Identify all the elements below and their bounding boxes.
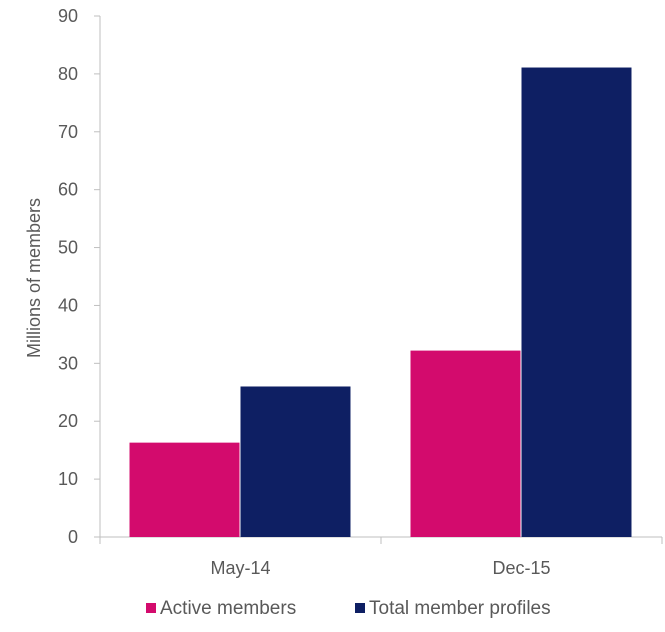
y-tick-label: 70	[58, 122, 78, 142]
legend-swatch	[355, 603, 365, 613]
y-axis-title: Millions of members	[24, 198, 44, 358]
legend: Active members Total member profiles	[146, 598, 551, 619]
bar-total-member-profiles-may-14	[240, 386, 351, 537]
legend-swatch	[146, 603, 156, 613]
bar-active-members-may-14	[129, 442, 240, 537]
x-tick-label: Dec-15	[492, 558, 550, 578]
y-tick-label: 90	[58, 6, 78, 26]
bar-active-members-dec-15	[410, 350, 521, 537]
legend-label: Total member profiles	[369, 598, 551, 619]
bar-total-member-profiles-dec-15	[521, 67, 632, 537]
legend-label: Active members	[160, 598, 296, 619]
y-tick-label: 20	[58, 411, 78, 431]
y-tick-label: 50	[58, 238, 78, 258]
y-tick-label: 0	[68, 527, 78, 547]
x-axis: May-14 Dec-15	[99, 536, 663, 578]
y-tick-label: 80	[58, 64, 78, 84]
y-tick-label: 10	[58, 469, 78, 489]
bars	[129, 67, 632, 537]
x-tick-label: May-14	[210, 558, 270, 578]
y-tick-label: 30	[58, 353, 78, 373]
y-tick-label: 60	[58, 180, 78, 200]
y-tick-label: 40	[58, 295, 78, 315]
y-axis: 0 10 20 30 40 50 60 70 80 90	[58, 6, 101, 547]
